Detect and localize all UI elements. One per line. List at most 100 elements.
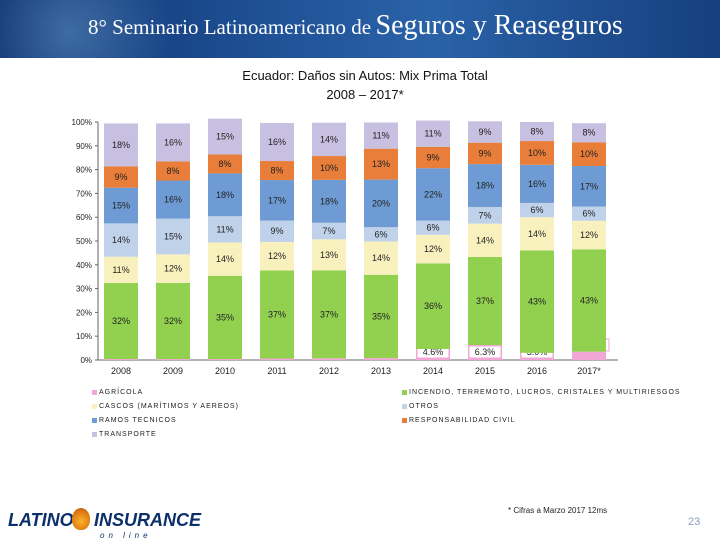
y-tick-label: 100% (72, 118, 92, 127)
logo-online: on line (100, 531, 152, 540)
bar-segment-responsabilidad (520, 141, 554, 165)
bar-segment-agricola (104, 359, 138, 360)
data-label-cascos: 12% (424, 244, 442, 254)
bar-segment-ramos_tecnicos (208, 173, 242, 217)
bar-segment-ramos_tecnicos (416, 168, 450, 221)
bar-segment-cascos (208, 242, 242, 276)
data-label-transporte: 16% (268, 137, 286, 147)
bar-segment-cascos (156, 254, 190, 283)
data-label-transporte: 14% (320, 134, 338, 144)
chart-title: Ecuador: Daños sin Autos: Mix Prima Tota… (200, 66, 530, 104)
x-tick-label: 2012 (319, 366, 339, 376)
data-label-responsabilidad: 9% (114, 172, 127, 182)
bar-segment-transporte (208, 118, 242, 155)
x-tick-label: 2014 (423, 366, 443, 376)
y-tick-label: 40% (76, 261, 92, 270)
data-label-ramos_tecnicos: 22% (424, 189, 442, 199)
data-label-incendio: 43% (528, 297, 546, 307)
data-label-ramos_tecnicos: 16% (164, 195, 182, 205)
bar-segment-transporte (520, 122, 554, 142)
bar-segment-responsabilidad (468, 142, 502, 165)
logo-latino: LATINO (8, 510, 74, 530)
bar-segment-transporte (468, 121, 502, 143)
data-label-otros: 6% (530, 205, 543, 215)
data-label-responsabilidad: 9% (478, 148, 491, 158)
bar-segment-otros (520, 202, 554, 218)
data-label-transporte: 8% (582, 128, 595, 138)
data-label-otros: 6% (582, 209, 595, 219)
data-label-cascos: 12% (580, 230, 598, 240)
data-label-responsabilidad: 8% (270, 166, 283, 176)
data-label-otros: 9% (270, 226, 283, 236)
bar-segment-responsabilidad (364, 148, 398, 180)
bar-segment-incendio (156, 282, 190, 360)
legend-label: OTROS (409, 403, 439, 410)
y-tick-label: 20% (76, 308, 92, 317)
bar-segment-otros (260, 220, 294, 242)
bar-segment-otros (156, 218, 190, 255)
y-tick-label: 50% (76, 237, 92, 246)
data-label-responsabilidad: 10% (320, 163, 338, 173)
bar-segment-transporte (312, 122, 346, 157)
bar-segment-otros (312, 222, 346, 240)
data-label-ramos_tecnicos: 18% (216, 190, 234, 200)
data-label-ramos_tecnicos: 17% (580, 181, 598, 191)
y-tick-label: 10% (76, 332, 92, 341)
data-label-cascos: 14% (216, 254, 234, 264)
bar-segment-cascos (416, 234, 450, 264)
bar-segment-cascos (260, 241, 294, 271)
header-banner: 8° Seminario Latinoamericano de Seguros … (0, 0, 720, 58)
banner-title: 8° Seminario Latinoamericano de Seguros … (88, 10, 623, 42)
bar-segment-transporte (156, 123, 190, 162)
bar-segment-incendio (260, 270, 294, 359)
bar-segment-incendio (572, 249, 606, 352)
y-tick-label: 0% (80, 356, 92, 365)
data-label-incendio: 32% (164, 316, 182, 326)
x-tick-label: 2009 (163, 366, 183, 376)
y-tick-label: 60% (76, 213, 92, 222)
banner-title-big: Seguros y Reaseguros (375, 10, 623, 41)
data-label-cascos: 12% (268, 251, 286, 261)
legend-swatch (402, 389, 407, 395)
data-label-responsabilidad: 10% (528, 148, 546, 158)
legend-label: RAMOS TECNICOS (99, 417, 177, 424)
flame-icon (72, 508, 90, 530)
bar-segment-cascos (572, 220, 606, 250)
legend-swatch (92, 431, 97, 437)
legend-item-ramos_tecnicos: RAMOS TECNICOS (92, 417, 177, 424)
bar-segment-otros (572, 206, 606, 221)
bar-segment-ramos_tecnicos (520, 164, 554, 203)
bar-segment-otros (416, 220, 450, 235)
data-label-box (468, 345, 502, 359)
bar-segment-agricola (260, 358, 294, 360)
data-label-otros: 15% (164, 231, 182, 241)
bar-segment-agricola (572, 351, 606, 360)
data-label-otros: 6% (374, 229, 387, 239)
bar-segment-incendio (312, 270, 346, 359)
legend-item-transporte: TRANSPORTE (92, 431, 157, 438)
bar-segment-ramos_tecnicos (364, 179, 398, 228)
data-label-transporte: 15% (216, 132, 234, 142)
legend-swatch (92, 403, 97, 409)
bar-segment-incendio (208, 275, 242, 360)
data-label-incendio: 37% (476, 296, 494, 306)
bar-segment-ramos_tecnicos (104, 187, 138, 224)
globe-graphic (0, 0, 190, 58)
legend-label: TRANSPORTE (99, 431, 157, 438)
bar-segment-cascos (104, 256, 138, 283)
data-label-transporte: 18% (112, 140, 130, 150)
bar-segment-otros (364, 227, 398, 242)
logo-insurance: INSURANCE (94, 510, 202, 530)
banner-title-small: 8° Seminario Latinoamericano de (88, 15, 372, 39)
data-label-cascos: 14% (476, 235, 494, 245)
data-label-agricola: 6.3% (475, 347, 496, 357)
bar-segment-cascos (468, 223, 502, 257)
data-label-cascos: 13% (320, 250, 338, 260)
bar-segment-ramos_tecnicos (312, 179, 346, 223)
data-label-responsabilidad: 13% (372, 159, 390, 169)
bar-segment-agricola (364, 358, 398, 360)
data-label-ramos_tecnicos: 20% (372, 198, 390, 208)
data-label-transporte: 11% (424, 129, 441, 139)
bar-segment-ramos_tecnicos (260, 180, 294, 221)
